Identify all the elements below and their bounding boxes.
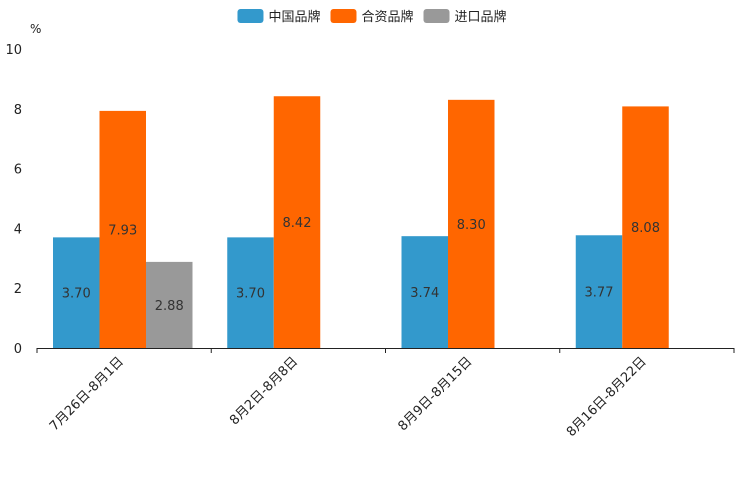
bar-value-label: 3.70 (62, 287, 91, 302)
bar[interactable] (146, 261, 193, 348)
legend-item[interactable]: 中国品牌 (237, 9, 320, 25)
y-tick-label: 2 (14, 282, 22, 297)
legend-swatch (330, 9, 357, 23)
bar[interactable] (448, 99, 495, 348)
legend-swatch (423, 9, 450, 23)
legend-label: 合资品牌 (361, 9, 413, 25)
legend-swatch (237, 9, 264, 23)
bar[interactable] (273, 96, 321, 348)
y-tick-label: 8 (14, 103, 22, 118)
y-tick-label: 4 (14, 222, 22, 237)
y-tick-label: 0 (14, 342, 22, 357)
legend[interactable]: 中国品牌 合资品牌 进口品牌 (237, 9, 507, 25)
bar-value-label: 2.88 (155, 299, 184, 314)
bar-value-label: 3.70 (236, 287, 265, 302)
bar[interactable] (401, 236, 449, 348)
y-axis-unit-label: % (30, 22, 41, 36)
x-category-label: 8月2日-8月8日 (227, 354, 301, 428)
bar[interactable] (53, 237, 100, 348)
bar[interactable] (575, 235, 623, 348)
bar[interactable] (622, 106, 669, 349)
bar[interactable] (99, 110, 147, 348)
legend-item[interactable]: 进口品牌 (423, 9, 507, 25)
x-category-label: 8月9日-8月15日 (396, 354, 476, 434)
y-axis-ticks: 0 2 4 6 8 10 (5, 43, 22, 357)
bar[interactable] (227, 237, 274, 348)
y-tick-label: 6 (14, 163, 22, 178)
legend-label: 进口品牌 (455, 9, 507, 25)
bar-series (53, 96, 669, 349)
bar-value-label: 7.93 (108, 223, 137, 238)
bar-value-label: 3.74 (410, 286, 439, 301)
bar-data-labels: 3.70 7.93 2.88 3.70 8.42 3.74 8.30 3.77 8.08 (62, 216, 660, 314)
x-category-label: 7月26日-8月1日 (47, 354, 127, 434)
x-category-label: 8月16日-8月22日 (564, 354, 650, 440)
y-tick-label: 10 (5, 43, 22, 58)
legend-item[interactable]: 合资品牌 (330, 9, 414, 25)
bar-value-label: 8.42 (283, 216, 312, 231)
bar-value-label: 8.08 (631, 221, 660, 236)
bar-value-label: 3.77 (585, 286, 614, 301)
x-axis-labels: 7月26日-8月1日 8月2日-8月8日 8月9日-8月15日 8月16日-8月22日 (47, 354, 650, 440)
legend-label: 中国品牌 (268, 9, 320, 25)
x-axis-ticks (36, 348, 735, 353)
bar-value-label: 8.30 (457, 218, 486, 233)
